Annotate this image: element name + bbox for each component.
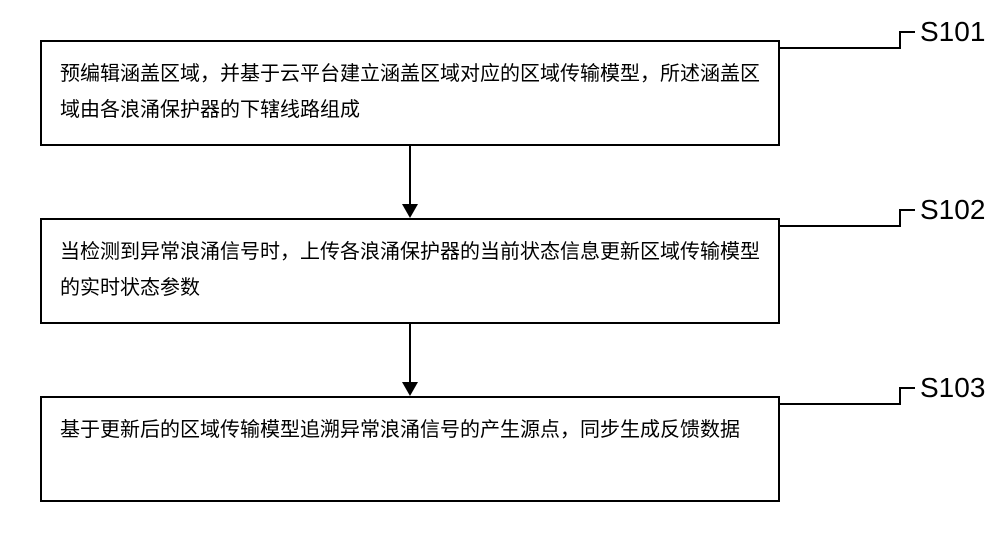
step-box-s103: 基于更新后的区域传输模型追溯异常浪涌信号的产生源点，同步生成反馈数据 (40, 396, 780, 502)
arrow-head-s101-s102 (402, 204, 418, 218)
step-label-s101: S101 (920, 16, 985, 48)
step-label-s102: S102 (920, 194, 985, 226)
arrow-s102-s103 (409, 324, 411, 382)
step-label-s103: S103 (920, 372, 985, 404)
step-text-s102: 当检测到异常浪涌信号时，上传各浪涌保护器的当前状态信息更新区域传输模型的实时状态… (60, 234, 760, 306)
connector-s102 (780, 208, 920, 238)
arrow-s101-s102 (409, 146, 411, 204)
connector-s103 (780, 386, 920, 416)
flowchart-canvas: 预编辑涵盖区域，并基于云平台建立涵盖区域对应的区域传输模型，所述涵盖区域由各浪涌… (0, 0, 1000, 545)
step-box-s101: 预编辑涵盖区域，并基于云平台建立涵盖区域对应的区域传输模型，所述涵盖区域由各浪涌… (40, 40, 780, 146)
arrow-head-s102-s103 (402, 382, 418, 396)
step-box-s102: 当检测到异常浪涌信号时，上传各浪涌保护器的当前状态信息更新区域传输模型的实时状态… (40, 218, 780, 324)
connector-s101 (780, 30, 920, 60)
step-text-s103: 基于更新后的区域传输模型追溯异常浪涌信号的产生源点，同步生成反馈数据 (60, 412, 760, 448)
step-text-s101: 预编辑涵盖区域，并基于云平台建立涵盖区域对应的区域传输模型，所述涵盖区域由各浪涌… (60, 56, 760, 128)
